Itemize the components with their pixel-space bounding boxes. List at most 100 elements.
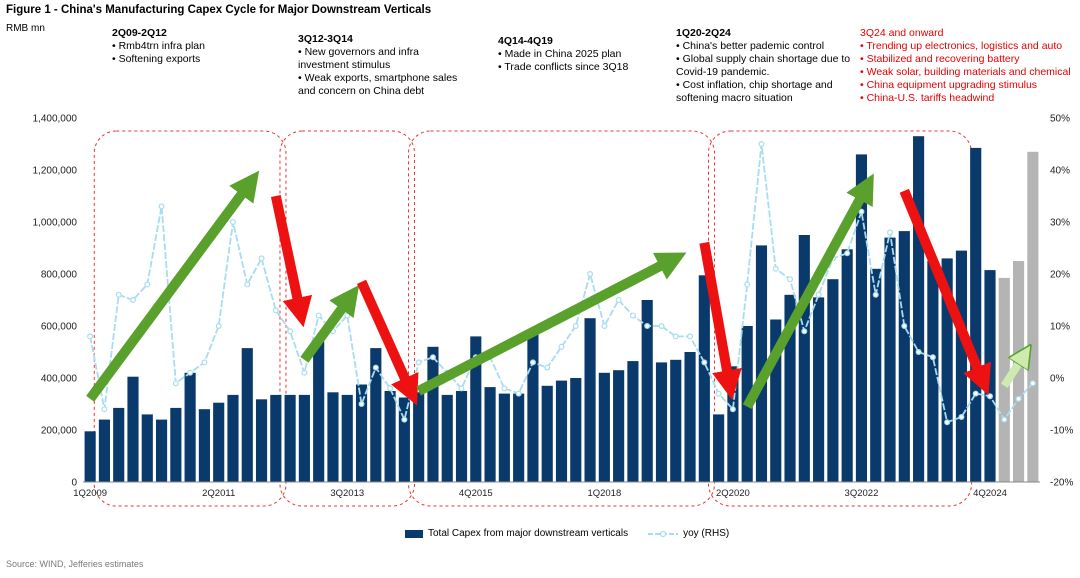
capex-bar xyxy=(498,393,510,482)
yoy-point xyxy=(858,208,865,215)
axes: 0 200,000 400,000 600,000 800,000 1,000,000 1,… xyxy=(33,114,1074,500)
yoy-point xyxy=(387,385,394,392)
y-left-tick-label: 1,200,000 xyxy=(33,166,78,177)
legend-item-capex: Total Capex from major downstream vertic… xyxy=(405,528,628,539)
capex-bar xyxy=(827,279,839,482)
legend-line-swatch xyxy=(648,530,679,537)
annotation-line: • Softening exports xyxy=(112,53,201,65)
capex-bar xyxy=(941,258,953,482)
yoy-point xyxy=(401,416,408,423)
y-left-tick-label: 200,000 xyxy=(41,426,78,437)
capex-bar xyxy=(455,391,468,482)
forecast-trend-arrow xyxy=(1000,356,1023,388)
annotation-line: • China's better pademic control xyxy=(676,40,825,52)
annotation-line: • Weak solar, building materials and che… xyxy=(860,66,1071,78)
yoy-point xyxy=(244,281,251,288)
yoy-point xyxy=(844,250,851,257)
yoy-point xyxy=(215,323,222,330)
yoy-point xyxy=(801,328,808,335)
yoy-point xyxy=(615,297,622,304)
annotation-line: • Cost inflation, chip shortage and xyxy=(676,79,833,91)
phase-box xyxy=(93,130,287,507)
capex-bar xyxy=(641,300,653,482)
capex-bar xyxy=(870,268,882,482)
annotation-heading: 3Q24 and onward xyxy=(860,27,944,39)
up-trend-arrow xyxy=(300,285,360,363)
yoy-point xyxy=(115,291,122,298)
capex-bar xyxy=(770,319,782,482)
capex-bar xyxy=(413,392,425,482)
x-tick-label: 3Q2022 xyxy=(845,488,879,499)
yoy-point xyxy=(415,359,422,366)
yoy-point xyxy=(101,406,108,413)
figure-title: Figure 1 - China's Manufacturing Capex C… xyxy=(6,4,432,16)
y-right-tick-label: -20% xyxy=(1050,478,1073,489)
annotation-line: • Made in China 2025 plan xyxy=(498,48,622,60)
yoy-point xyxy=(344,312,351,319)
yoy-point xyxy=(744,281,751,288)
capex-bar xyxy=(970,147,982,482)
yoy-point xyxy=(558,343,565,350)
annotation-line: • Trending up electronics, logistics and… xyxy=(860,40,1063,52)
y-left-tick-label: 0 xyxy=(71,478,77,489)
capex-bar xyxy=(855,154,868,482)
capex-bar xyxy=(398,397,410,482)
source-note: Source: WIND, Jefferies estimates xyxy=(6,559,144,569)
down-trend-arrow xyxy=(699,241,742,401)
yoy-point xyxy=(272,307,279,314)
capex-bar xyxy=(527,333,539,482)
yoy-point xyxy=(758,141,765,148)
y-right-tick-label: 40% xyxy=(1050,166,1070,177)
yoy-point xyxy=(315,312,322,319)
yoy-point xyxy=(929,354,936,361)
yoy-point xyxy=(129,297,136,304)
phase-box xyxy=(408,130,715,507)
x-tick-label: 2Q2020 xyxy=(716,488,750,499)
yoy-point xyxy=(658,323,665,330)
capex-bar xyxy=(127,376,139,482)
yoy-point xyxy=(544,364,551,371)
legend-label-yoy: yoy (RHS) xyxy=(683,528,730,539)
yoy-point xyxy=(429,354,436,361)
capex-bar xyxy=(784,294,796,482)
capex-bar xyxy=(755,245,768,482)
capex-bar xyxy=(313,341,325,482)
yoy-point xyxy=(629,312,636,319)
legend-item-yoy: yoy (RHS) xyxy=(648,528,729,539)
yoy-point xyxy=(258,255,265,262)
annotation-heading: 1Q20-2Q24 xyxy=(676,27,731,39)
capex-bar xyxy=(141,414,153,482)
up-trend-arrow xyxy=(86,170,260,402)
capex-bar xyxy=(327,392,339,482)
annotation-line: • Trade conflicts since 3Q18 xyxy=(498,61,629,73)
annotation-heading: 2Q09-2Q12 xyxy=(112,27,167,39)
capex-bar xyxy=(698,275,710,482)
yoy-point xyxy=(701,359,708,366)
capex-bar xyxy=(213,402,225,482)
capex-bars xyxy=(84,136,1039,483)
yoy-point xyxy=(372,364,379,371)
capex-bar xyxy=(684,352,696,482)
capex-bar xyxy=(670,359,682,482)
annotation-line: • Rmb4trn infra plan xyxy=(112,40,205,52)
trend-arrows xyxy=(86,170,1023,409)
capex-bar xyxy=(584,318,596,482)
y-left-tick-label: 400,000 xyxy=(41,374,78,385)
yoy-point xyxy=(715,390,722,397)
y-left-tick-label: 1,000,000 xyxy=(33,218,78,229)
annotation-phase-2: 3Q12-3Q14 • New governors and infra inve… xyxy=(298,33,457,98)
capex-bar-forecast xyxy=(1027,151,1039,483)
up-trend-arrow xyxy=(742,173,874,409)
capex-bar xyxy=(884,237,896,482)
yoy-point xyxy=(501,385,508,392)
yoy-point xyxy=(972,390,979,397)
capex-bar xyxy=(927,261,939,482)
annotation-line: and concern on China debt xyxy=(298,85,425,97)
down-trend-arrow xyxy=(270,194,313,328)
yoy-point xyxy=(815,291,822,298)
annotation-phase-4: 1Q20-2Q24 • China's better pademic contr… xyxy=(676,27,850,105)
y-right-tick-label: 10% xyxy=(1050,322,1070,333)
capex-bar xyxy=(241,348,253,482)
yoy-point xyxy=(287,328,294,335)
yoy-point xyxy=(672,333,679,340)
